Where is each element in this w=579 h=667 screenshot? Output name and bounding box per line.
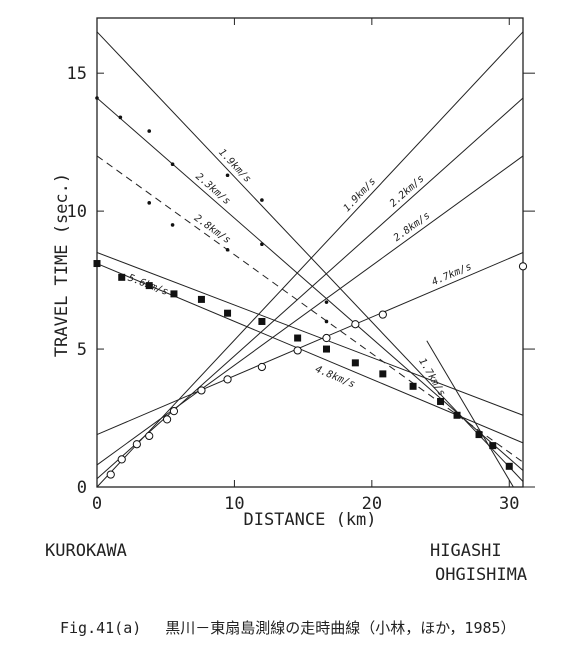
data-point	[324, 300, 329, 304]
data-point	[225, 247, 230, 252]
data-point	[147, 129, 152, 133]
travel-time-line	[96, 97, 524, 480]
data-point	[170, 290, 178, 298]
y-tick-label: 5	[77, 340, 87, 360]
x-tick-label: 30	[499, 494, 519, 514]
travel-time-line	[96, 263, 524, 444]
travel-time-line	[426, 340, 514, 488]
travel-time-line	[96, 252, 524, 416]
travel-time-line	[96, 31, 524, 482]
data-point	[170, 223, 175, 227]
data-point	[351, 359, 359, 367]
right-station: OHGISHIMA	[435, 565, 527, 585]
data-point	[322, 345, 330, 353]
data-point	[489, 442, 497, 450]
data-point	[118, 115, 123, 120]
data-point	[170, 162, 175, 167]
data-point	[260, 242, 264, 247]
data-point	[169, 407, 179, 416]
data-point	[378, 310, 387, 319]
travel-time-line	[96, 97, 524, 471]
data-point	[258, 317, 266, 325]
x-axis-label: DISTANCE (km)	[243, 510, 376, 530]
data-point	[260, 198, 264, 202]
line-label: 2.8km/s	[392, 210, 433, 244]
data-point	[453, 411, 461, 419]
data-point	[162, 415, 172, 424]
data-point	[437, 397, 445, 405]
data-point	[322, 333, 331, 343]
data-point	[145, 282, 153, 290]
data-point	[293, 346, 302, 355]
data-point	[197, 295, 205, 303]
data-point	[505, 462, 513, 470]
line-label: 2.8km/s	[192, 213, 233, 247]
data-point	[197, 386, 206, 395]
right-station: HIGASHI	[430, 541, 502, 561]
caption: Fig.41(a) 黒川－東扇島測線の走時曲線（小林，ほか，1985）	[60, 619, 516, 637]
data-point	[117, 455, 126, 464]
y-tick-label: 0	[77, 478, 87, 498]
data-point	[106, 470, 115, 479]
data-point	[95, 96, 99, 100]
y-tick-label: 15	[67, 64, 87, 84]
x-tick-label: 10	[224, 494, 244, 514]
data-point	[379, 370, 387, 378]
data-point	[294, 334, 302, 342]
y-tick-label: 10	[67, 202, 87, 222]
data-point	[147, 201, 152, 205]
y-axis-label: TRAVEL TIME (sec.)	[52, 173, 72, 357]
data-point	[224, 309, 232, 317]
data-point	[351, 320, 360, 329]
data-point	[93, 260, 101, 268]
data-point	[225, 173, 230, 178]
travel-time-line	[96, 155, 524, 466]
data-point	[475, 431, 483, 439]
left-station: KUROKAWA	[45, 541, 127, 561]
data-point	[257, 362, 267, 372]
data-point	[223, 375, 232, 384]
travel-time-line	[96, 31, 524, 488]
line-label: 4.7km/s	[430, 261, 473, 288]
data-point	[118, 273, 126, 281]
x-tick-label: 20	[362, 494, 382, 514]
travel-time-line	[96, 252, 524, 436]
data-point	[145, 431, 154, 441]
line-label: 1.9km/s	[341, 176, 378, 214]
data-point	[409, 382, 417, 390]
travel-time-line	[96, 155, 524, 463]
line-label: 2.2km/s	[388, 173, 427, 209]
line-label: 1.9km/s	[216, 147, 253, 185]
data-point	[132, 440, 141, 449]
line-label: 1.7km/s	[416, 356, 447, 398]
data-point	[324, 319, 329, 324]
x-tick-label: 0	[92, 494, 102, 514]
data-point	[518, 262, 528, 271]
line-label: 4.8km/s	[313, 364, 356, 390]
